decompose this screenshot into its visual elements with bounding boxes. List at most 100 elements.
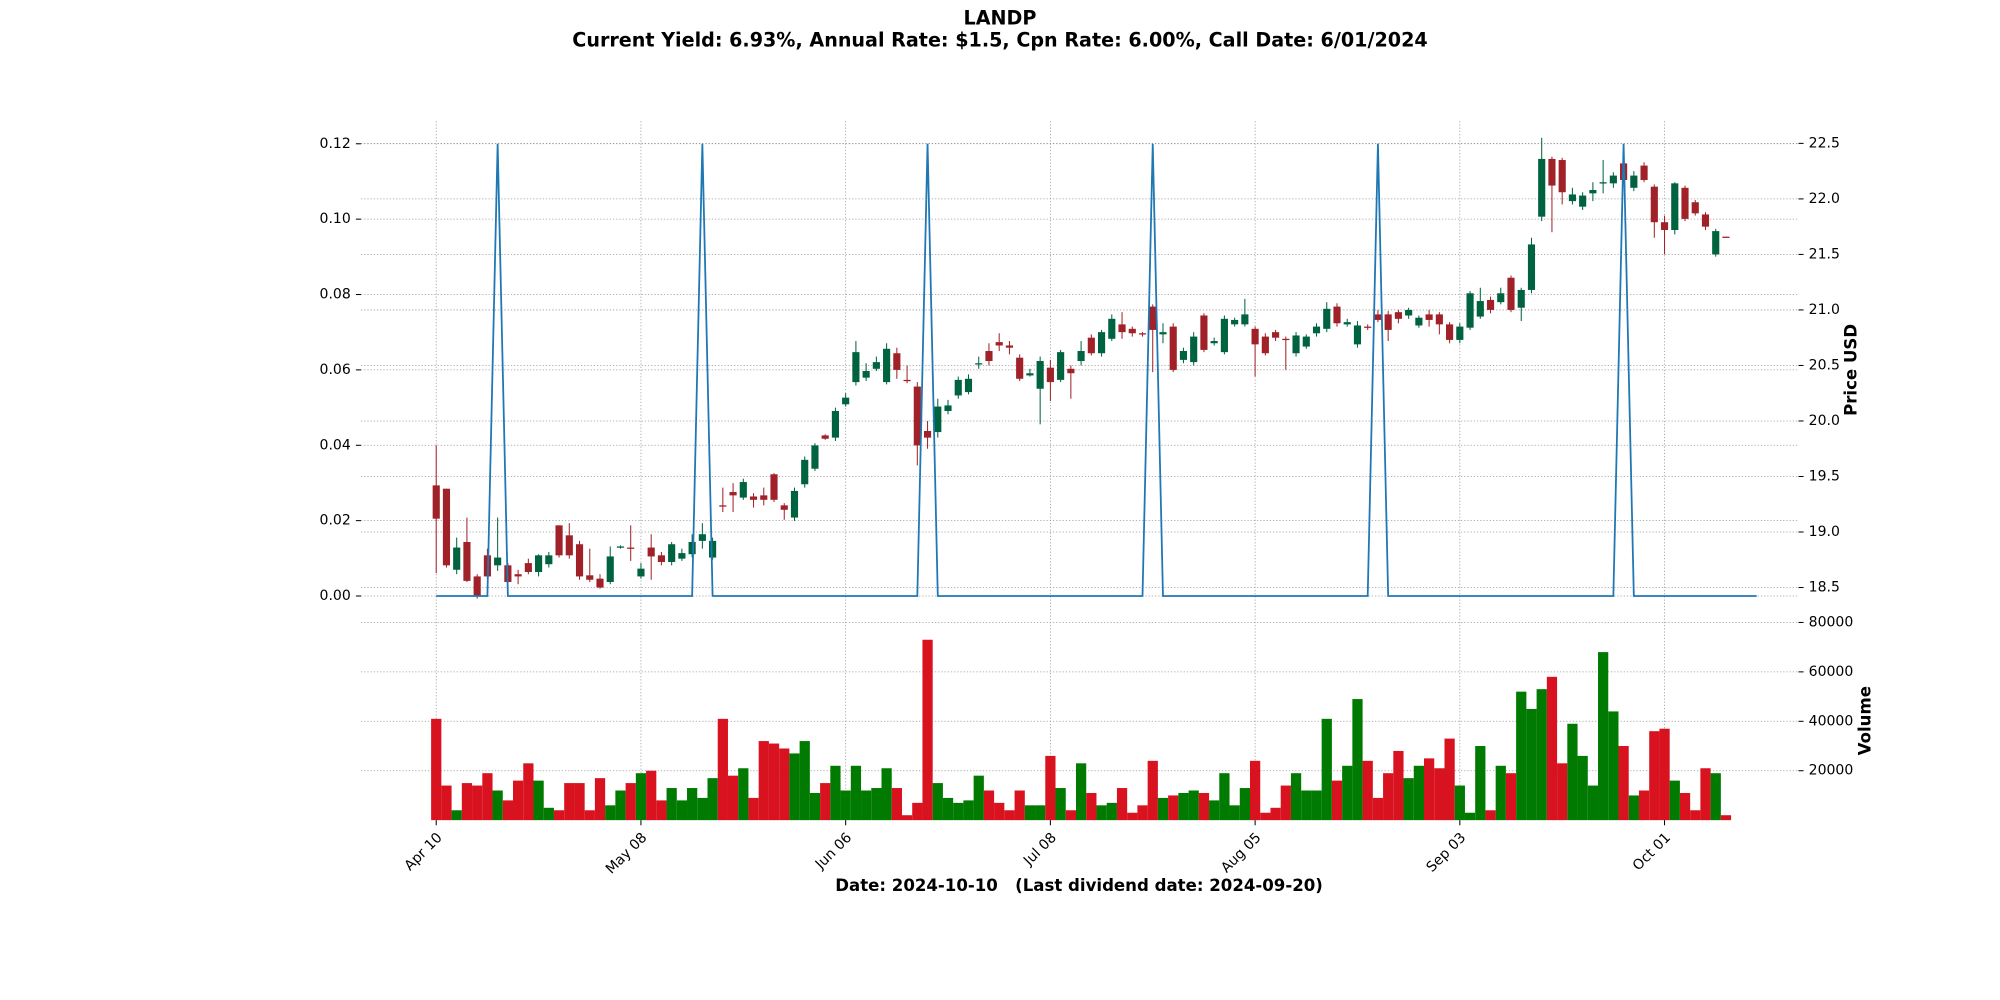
volume-bar [1669, 780, 1680, 821]
x-axis-label: Date: 2024-10-10 (Last dividend date: 20… [835, 876, 1323, 895]
candle-body [862, 371, 870, 378]
volume-bar [1065, 810, 1076, 821]
candle-body [473, 576, 481, 597]
candle-body [1210, 341, 1218, 344]
candle-body [944, 405, 952, 411]
candle-body [575, 544, 584, 577]
volume-bar [994, 802, 1005, 821]
candle-body [1200, 315, 1208, 350]
candle-body [1394, 312, 1402, 319]
volume-bar [861, 790, 872, 821]
candle-body [1384, 314, 1392, 330]
candle-body [811, 445, 819, 469]
candle-body [1599, 182, 1607, 184]
volume-bar [574, 783, 585, 821]
volume-bar [1168, 795, 1179, 821]
volume-bar [799, 741, 810, 821]
y2-tick-label: 21.0 [1809, 302, 1840, 318]
y2-tick-label: 22.5 [1809, 135, 1840, 151]
volume-bar [676, 800, 688, 821]
candle-body [1220, 318, 1228, 353]
volume-bar [1690, 810, 1701, 821]
candle-body [1169, 326, 1177, 370]
y-tick-label: 0.12 [320, 136, 351, 152]
volume-bar [942, 797, 954, 821]
candle-body [1128, 328, 1136, 334]
candle-body [1415, 317, 1423, 326]
volume-bar [1424, 758, 1435, 821]
candle-body [1016, 357, 1024, 379]
volume-bar [451, 810, 462, 821]
candle-body [1609, 175, 1617, 184]
volume-bar [748, 797, 759, 821]
volume-bar [871, 788, 882, 821]
volume-bar [1505, 773, 1517, 821]
candle-body [698, 534, 706, 541]
candle-body [524, 563, 532, 572]
candle-body [883, 348, 891, 383]
volume-bar [1393, 750, 1404, 821]
candle-body [995, 342, 1003, 346]
candle-body [801, 459, 809, 485]
volume-bar [1311, 790, 1322, 821]
y-tick-label: 0.00 [320, 588, 351, 604]
candle-body [1435, 314, 1443, 325]
volume-bar [1219, 773, 1230, 821]
candle-body [1261, 336, 1269, 354]
volume-bar [553, 810, 565, 821]
volume-bar [1270, 807, 1281, 821]
x-tick-label: Aug 05 [1218, 830, 1264, 876]
candle-body [1138, 333, 1147, 335]
candle-body [1630, 175, 1638, 188]
candle-body [1067, 368, 1075, 374]
volume-bar [1720, 815, 1732, 821]
volume-bar [594, 778, 606, 821]
candle-body [1650, 186, 1658, 223]
candle-body [1241, 314, 1249, 325]
y2-tick-label: 18.5 [1809, 580, 1840, 596]
volume-bar [1536, 689, 1547, 821]
candle-body [1179, 351, 1188, 360]
candle-body [985, 351, 993, 362]
candle-body [1507, 277, 1515, 310]
candle-body [842, 397, 850, 405]
candle-body [1456, 326, 1464, 340]
candle-body [1077, 351, 1085, 362]
chart-title: LANDP [964, 7, 1037, 30]
candle-body [1302, 336, 1310, 347]
volume-bar [1075, 763, 1087, 821]
x-tick-label: Sep 03 [1424, 830, 1470, 876]
candle-body [586, 575, 594, 580]
volume-bar [1516, 691, 1527, 821]
volume-bar [1290, 773, 1302, 821]
candle-body [688, 542, 696, 555]
volume-bar [1086, 792, 1097, 821]
chart-subtitle: Current Yield: 6.93%, Annual Rate: $1.5,… [572, 28, 1427, 51]
volume-bar [1659, 728, 1670, 821]
x-tick-label: May 08 [603, 830, 651, 878]
candle-body [1333, 306, 1341, 324]
candle-body [1722, 236, 1730, 238]
volume-bar [779, 748, 790, 821]
volume-tick-label: 40000 [1809, 713, 1854, 729]
volume-bar [492, 790, 503, 821]
y-tick-label: 0.04 [320, 437, 351, 453]
candle-body [1312, 326, 1321, 334]
candle-body [852, 352, 860, 383]
candle-body [780, 505, 788, 510]
volume-bar [431, 718, 442, 821]
volume-bar [1495, 765, 1506, 821]
volume-bar [461, 783, 473, 821]
candle-body [565, 535, 573, 556]
volume-bar [830, 765, 841, 821]
volume-bar [1403, 778, 1414, 821]
volume-bar [789, 753, 800, 821]
candle-body [1108, 318, 1116, 339]
volume-bar [1598, 652, 1609, 821]
volume-bar [1567, 723, 1578, 821]
volume-bar [1444, 738, 1455, 821]
candle-body [1057, 352, 1065, 380]
candle-body [1405, 309, 1413, 316]
candle-body [1681, 187, 1689, 219]
